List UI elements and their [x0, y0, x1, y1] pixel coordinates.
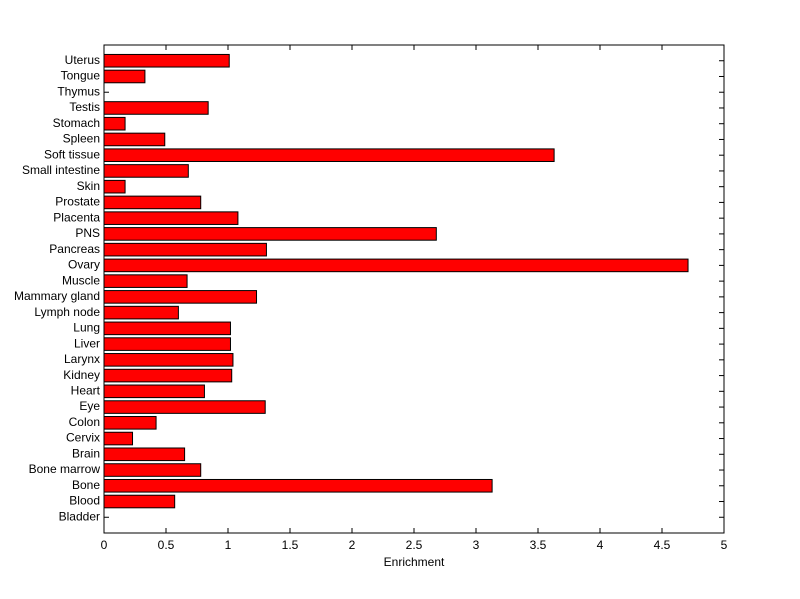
y-tick-label: Heart [71, 383, 101, 397]
y-tick-label: Bone [72, 478, 100, 492]
x-tick-label: 2.5 [406, 538, 423, 552]
y-tick-label: Lymph node [34, 305, 100, 319]
plot-frame [103, 44, 725, 534]
bar [103, 478, 493, 493]
bar [103, 400, 266, 414]
x-tick-label: 3 [473, 538, 480, 552]
y-tick-label: Kidney [63, 368, 100, 382]
bar [103, 69, 146, 84]
x-tick-label: 0 [101, 538, 108, 552]
y-tick-label: Stomach [53, 116, 100, 130]
x-tick-label: 0.5 [158, 538, 175, 552]
y-tick-label: Uterus [65, 53, 100, 67]
x-tick-label: 2 [349, 538, 356, 552]
y-tick-label: Liver [74, 336, 100, 350]
bar [103, 290, 258, 304]
bar [103, 148, 555, 162]
bar [103, 337, 231, 351]
bar [103, 384, 205, 399]
bar [103, 242, 267, 257]
y-tick-label: Bone marrow [29, 462, 101, 476]
bar [103, 116, 126, 131]
y-tick-label: Eye [79, 399, 100, 413]
bar [103, 164, 189, 178]
y-tick-label: Mammary gland [14, 289, 100, 303]
y-tick-label: Blood [69, 494, 100, 508]
y-tick-label: Tongue [61, 69, 101, 83]
bar [103, 305, 179, 320]
x-tick-label: 5 [721, 538, 728, 552]
bar [103, 195, 202, 210]
bar [103, 274, 188, 288]
bar [103, 368, 233, 383]
bar [103, 494, 176, 509]
y-tick-label: Thymus [57, 84, 100, 98]
bar [103, 101, 209, 115]
bar [103, 353, 234, 367]
y-tick-label: Pancreas [49, 242, 100, 256]
x-tick-label: 4.5 [654, 538, 671, 552]
y-tick-label: Lung [73, 321, 100, 335]
bar [103, 416, 157, 430]
y-tick-label: Testis [69, 100, 100, 114]
bar [103, 211, 239, 225]
bar [103, 431, 134, 446]
y-tick-label: Colon [69, 415, 100, 429]
x-tick-label: 1.5 [282, 538, 299, 552]
y-tick-label: Prostate [55, 195, 100, 209]
x-tick-label: 4 [597, 538, 604, 552]
bar [103, 258, 689, 273]
bar [103, 227, 437, 241]
bar [103, 463, 202, 477]
bar [103, 53, 230, 68]
y-tick-label: Placenta [53, 210, 100, 224]
y-tick-label: Bladder [59, 509, 100, 523]
y-tick-label: Ovary [68, 258, 100, 272]
bar [103, 447, 186, 462]
y-tick-label: Larynx [64, 352, 100, 366]
y-tick-label: Soft tissue [44, 147, 100, 161]
bar [103, 179, 126, 194]
bar [103, 321, 231, 336]
y-tick-label: Small intestine [22, 163, 100, 177]
bar [103, 132, 166, 147]
x-axis-label: Enrichment [384, 555, 445, 569]
x-tick-label: 1 [225, 538, 232, 552]
y-tick-label: Cervix [66, 431, 100, 445]
x-tick-label: 3.5 [530, 538, 547, 552]
y-tick-label: PNS [75, 226, 100, 240]
y-tick-label: Muscle [62, 273, 100, 287]
y-tick-label: Spleen [63, 132, 100, 146]
y-tick-label: Skin [77, 179, 100, 193]
y-tick-label: Brain [72, 446, 100, 460]
